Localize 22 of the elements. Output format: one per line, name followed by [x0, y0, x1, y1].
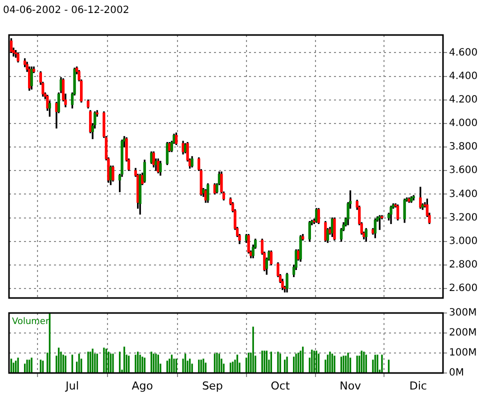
x-tick-label: Dic: [409, 379, 427, 392]
y-tick-label: 3.000: [449, 236, 478, 247]
y-tick-label: 4.400: [449, 70, 478, 82]
chart-title: 04-06-2002 - 06-12-2002: [3, 5, 130, 16]
y-tick-label: 4.000: [449, 118, 478, 130]
y-tick-label: 100M: [449, 348, 477, 359]
y-tick-label: 3.200: [449, 212, 478, 224]
y-tick-label: 4.200: [449, 94, 478, 106]
y-tick-label: 0M: [449, 368, 464, 379]
y-tick-label: 2.600: [449, 283, 478, 294]
y-tick-label: 300M: [449, 308, 477, 319]
x-tick-label: Oct: [270, 379, 290, 392]
y-tick-label: 200M: [449, 328, 477, 339]
y-tick-label: 2.800: [449, 260, 478, 271]
x-tick-label: Ago: [132, 379, 154, 392]
x-tick-label: Jul: [64, 379, 79, 392]
y-tick-label: 3.800: [449, 142, 478, 153]
y-tick-label: 3.600: [449, 165, 478, 176]
y-tick-label: 3.400: [449, 188, 478, 200]
x-tick-label: Sep: [202, 379, 223, 392]
x-tick-label: Nov: [340, 379, 362, 392]
y-tick-label: 4.600: [449, 47, 478, 58]
